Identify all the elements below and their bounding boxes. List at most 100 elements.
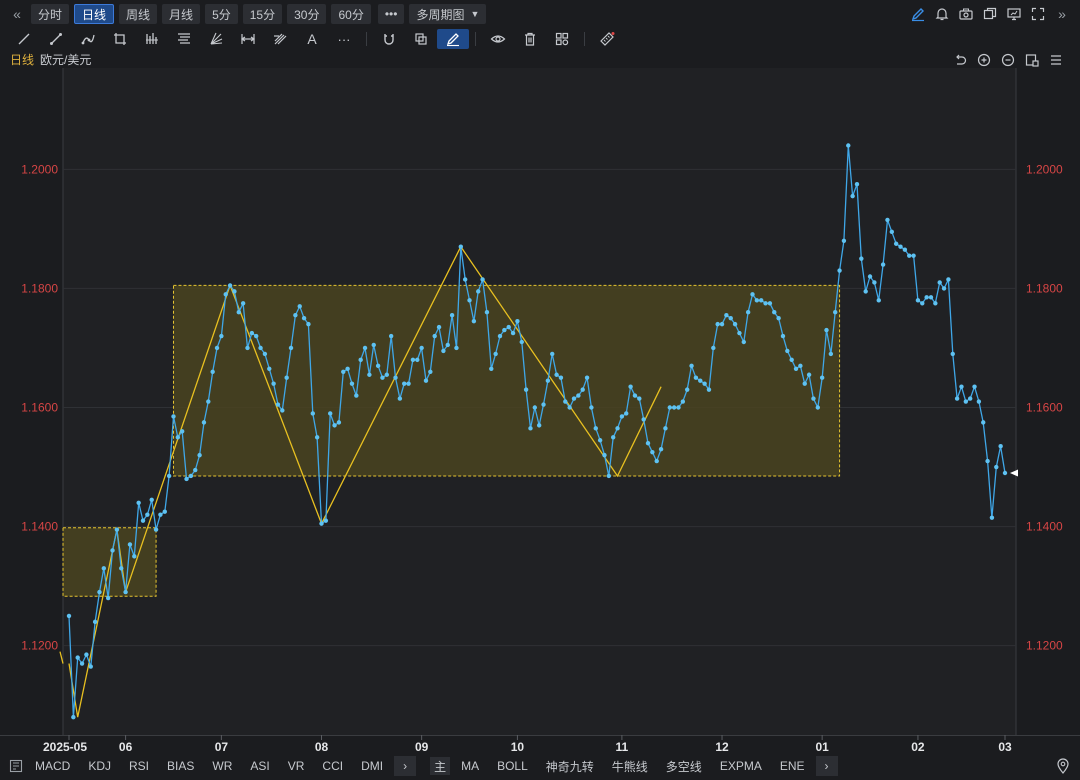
- layers-icon[interactable]: [405, 29, 437, 49]
- indicator-tab[interactable]: DMI: [361, 759, 384, 773]
- period-button[interactable]: 15分: [242, 4, 283, 24]
- price-point: [828, 351, 834, 357]
- indicator-panel-icon[interactable]: [6, 757, 26, 775]
- chevron-right-icon[interactable]: ›: [815, 756, 838, 776]
- price-point: [954, 396, 960, 401]
- price-point: [319, 521, 324, 526]
- ruler-settings-icon[interactable]: [591, 29, 623, 49]
- price-point: [328, 411, 333, 416]
- window-icon[interactable]: [978, 4, 1002, 24]
- fan-tool-icon[interactable]: [200, 29, 232, 49]
- period-button[interactable]: 周线: [119, 4, 158, 24]
- monitor-icon[interactable]: [1002, 4, 1026, 24]
- price-point: [184, 476, 189, 482]
- indicator-tab[interactable]: CCI: [322, 759, 344, 773]
- indicator-tab[interactable]: MA: [461, 759, 480, 773]
- price-point: [759, 298, 764, 303]
- zoom-out-icon[interactable]: [996, 50, 1020, 70]
- line-tool-icon[interactable]: [8, 29, 40, 49]
- period-button[interactable]: 日线: [74, 4, 115, 24]
- bell-icon[interactable]: [930, 4, 954, 24]
- location-pin-icon[interactable]: [1054, 757, 1072, 775]
- y-tick-label-left: 1.1600: [21, 401, 58, 415]
- indicator-tab[interactable]: BOLL: [497, 759, 528, 773]
- price-point: [606, 473, 612, 479]
- price-point: [506, 324, 511, 330]
- price-point: [554, 372, 559, 377]
- indicator-tab[interactable]: RSI: [129, 759, 150, 773]
- period-button[interactable]: 60分: [331, 4, 371, 24]
- x-tick-label: 11: [616, 740, 629, 754]
- period-button[interactable]: 月线: [162, 4, 201, 24]
- price-point: [972, 384, 977, 389]
- price-point: [193, 467, 198, 473]
- price-point: [140, 518, 146, 523]
- price-point: [854, 182, 860, 187]
- more-tools-icon[interactable]: ···: [337, 31, 351, 47]
- zigzag-line: [59, 651, 64, 664]
- price-point: [602, 452, 607, 458]
- curve-tool-icon[interactable]: [72, 29, 104, 49]
- price-point: [310, 411, 315, 416]
- period-button[interactable]: 5分: [205, 4, 238, 24]
- collapse-left-icon[interactable]: «: [13, 6, 21, 22]
- price-point: [663, 426, 668, 431]
- more-periods-button[interactable]: •••: [377, 4, 405, 24]
- draw-pen-icon[interactable]: [906, 4, 930, 24]
- chart-settings-icon[interactable]: [1020, 50, 1044, 70]
- price-point: [293, 313, 298, 318]
- fullscreen-icon[interactable]: [1026, 4, 1050, 24]
- price-point: [523, 387, 529, 392]
- text-tool-icon[interactable]: A: [307, 31, 317, 47]
- pencil-tool-icon[interactable]: [437, 29, 469, 49]
- price-point: [715, 321, 720, 327]
- grid-apps-icon[interactable]: [546, 29, 578, 49]
- period-button[interactable]: 分时: [31, 4, 70, 24]
- price-point: [332, 423, 337, 428]
- price-point: [802, 381, 807, 386]
- expand-right-icon[interactable]: »: [1058, 6, 1066, 22]
- chart-menu-icon[interactable]: [1044, 50, 1068, 70]
- price-point: [71, 714, 76, 720]
- indicator-tab[interactable]: ENE: [779, 759, 805, 773]
- indicator-tab[interactable]: 神奇九转: [545, 759, 594, 774]
- eye-icon[interactable]: [482, 29, 514, 49]
- indicator-tab[interactable]: ASI: [250, 759, 270, 773]
- price-point: [88, 664, 93, 669]
- fibonacci-icon[interactable]: [168, 29, 200, 49]
- measure-tool-icon[interactable]: [232, 29, 264, 49]
- indicator-tab[interactable]: BIAS: [167, 759, 195, 773]
- price-point: [254, 333, 259, 339]
- multi-period-dropdown[interactable]: 多周期图 ▼: [409, 4, 487, 24]
- indicator-tab[interactable]: 牛熊线: [611, 759, 648, 774]
- ray-tool-icon[interactable]: [40, 29, 72, 49]
- indicator-tab[interactable]: 多空线: [665, 759, 702, 774]
- y-tick-label-right: 1.1600: [1026, 401, 1063, 415]
- magnet-icon[interactable]: [373, 29, 405, 49]
- indicator-tab[interactable]: MACD: [35, 759, 71, 773]
- zoom-in-icon[interactable]: [972, 50, 996, 70]
- price-point: [776, 315, 781, 321]
- crop-tool-icon[interactable]: [104, 29, 136, 49]
- price-point: [101, 566, 107, 571]
- parallel-lines-icon[interactable]: [136, 29, 168, 49]
- price-point: [249, 330, 255, 336]
- period-button[interactable]: 30分: [287, 4, 327, 24]
- price-point: [410, 357, 416, 363]
- chevron-right-icon[interactable]: ›: [394, 756, 417, 776]
- price-point: [149, 497, 154, 502]
- price-point: [240, 301, 246, 306]
- trash-icon[interactable]: [514, 29, 546, 49]
- indicator-tab[interactable]: KDJ: [88, 759, 112, 773]
- indicator-tab[interactable]: EXPMA: [719, 759, 762, 773]
- pitchfork-icon[interactable]: [264, 29, 296, 49]
- undo-icon[interactable]: [948, 50, 972, 70]
- indicator-tab[interactable]: WR: [212, 759, 233, 773]
- price-point: [458, 244, 464, 249]
- price-point: [123, 589, 128, 595]
- price-point: [989, 515, 995, 520]
- price-point: [306, 321, 311, 327]
- price-chart[interactable]: 1.1200 1.1200 1.1400 1.1400 1.1600 1.1600 1.18…: [0, 68, 1080, 755]
- indicator-tab[interactable]: VR: [287, 759, 305, 773]
- camera-icon[interactable]: [954, 4, 978, 24]
